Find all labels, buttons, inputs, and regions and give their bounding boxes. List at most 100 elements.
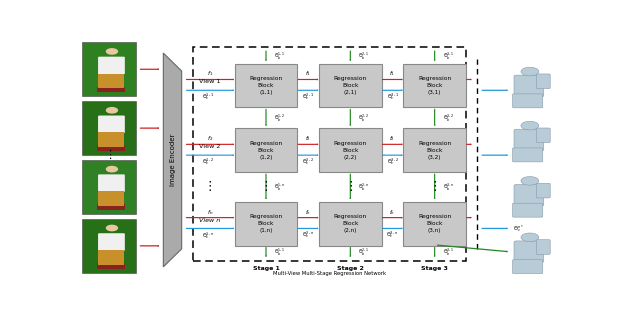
FancyBboxPatch shape	[536, 128, 550, 143]
Circle shape	[106, 225, 117, 231]
Text: Block: Block	[342, 83, 358, 88]
FancyBboxPatch shape	[83, 160, 136, 214]
FancyBboxPatch shape	[514, 129, 544, 151]
Text: $\Theta_b^{2,1}$: $\Theta_b^{2,1}$	[358, 246, 369, 258]
Text: $\Theta_c^{3,1}$: $\Theta_c^{3,1}$	[387, 91, 399, 102]
FancyBboxPatch shape	[235, 64, 297, 107]
Text: Block: Block	[342, 221, 358, 226]
Text: $\Theta_b^{2,2}$: $\Theta_b^{2,2}$	[358, 112, 369, 124]
FancyBboxPatch shape	[513, 203, 543, 217]
FancyBboxPatch shape	[235, 202, 297, 246]
FancyBboxPatch shape	[536, 240, 550, 254]
Text: $\Theta_b^{1,2}$: $\Theta_b^{1,2}$	[274, 112, 285, 124]
Text: $f_n$: $f_n$	[389, 208, 396, 217]
FancyBboxPatch shape	[403, 64, 466, 107]
FancyBboxPatch shape	[235, 128, 297, 172]
FancyBboxPatch shape	[513, 148, 543, 162]
Text: Regression: Regression	[333, 214, 367, 219]
FancyBboxPatch shape	[514, 241, 544, 262]
FancyBboxPatch shape	[83, 101, 136, 155]
Text: (2,2): (2,2)	[344, 155, 357, 160]
Text: $\Theta_h^n$: $\Theta_h^n$	[513, 247, 521, 257]
Text: $\Theta_c^{2,2}$: $\Theta_c^{2,2}$	[302, 156, 314, 167]
Circle shape	[521, 233, 539, 241]
Text: Stage 3: Stage 3	[421, 266, 448, 271]
Text: Block: Block	[342, 148, 358, 153]
Text: $\Theta_b^{3,1}$: $\Theta_b^{3,1}$	[443, 51, 454, 62]
Text: Stage 2: Stage 2	[337, 266, 364, 271]
Text: (3,1): (3,1)	[428, 90, 442, 95]
Text: (1,2): (1,2)	[259, 155, 273, 160]
Text: $f_1$: $f_1$	[207, 70, 213, 78]
Text: Regression: Regression	[333, 76, 367, 81]
Circle shape	[521, 67, 539, 76]
FancyBboxPatch shape	[97, 145, 125, 151]
Text: $f_2$: $f_2$	[207, 134, 213, 143]
Text: Regression: Regression	[250, 76, 283, 81]
Text: $\Theta_b^{3,2}$: $\Theta_b^{3,2}$	[443, 112, 454, 124]
Text: Regression: Regression	[418, 214, 451, 219]
FancyBboxPatch shape	[83, 219, 136, 273]
FancyBboxPatch shape	[98, 115, 125, 133]
Text: Stage 1: Stage 1	[253, 266, 280, 271]
Text: $\Theta_b^{1,n}$: $\Theta_b^{1,n}$	[274, 181, 285, 193]
FancyBboxPatch shape	[514, 184, 544, 206]
Text: Regression: Regression	[418, 141, 451, 146]
FancyBboxPatch shape	[536, 74, 550, 89]
Circle shape	[521, 177, 539, 185]
FancyBboxPatch shape	[514, 75, 544, 97]
Text: Block: Block	[426, 221, 443, 226]
FancyBboxPatch shape	[403, 202, 466, 246]
FancyBboxPatch shape	[513, 94, 543, 108]
Text: Regression: Regression	[333, 141, 367, 146]
FancyBboxPatch shape	[319, 128, 381, 172]
Text: Regression: Regression	[418, 76, 451, 81]
Text: $\Theta_b^{2,n}$: $\Theta_b^{2,n}$	[358, 181, 369, 193]
Text: Regression: Regression	[250, 141, 283, 146]
Text: View 1: View 1	[198, 79, 220, 84]
FancyBboxPatch shape	[319, 64, 381, 107]
Text: View 2: View 2	[199, 144, 220, 149]
FancyBboxPatch shape	[83, 42, 136, 96]
FancyBboxPatch shape	[98, 133, 124, 147]
Text: (2,n): (2,n)	[344, 228, 357, 233]
FancyBboxPatch shape	[97, 263, 125, 269]
Text: Block: Block	[426, 148, 443, 153]
Text: Block: Block	[258, 83, 275, 88]
Text: $\Theta_b^{3,1}$: $\Theta_b^{3,1}$	[443, 246, 454, 258]
FancyBboxPatch shape	[403, 128, 466, 172]
FancyBboxPatch shape	[97, 204, 125, 210]
Text: $\Theta_b^{1,1}$: $\Theta_b^{1,1}$	[274, 51, 285, 62]
FancyBboxPatch shape	[513, 260, 543, 274]
Text: Block: Block	[258, 221, 275, 226]
Text: (1,n): (1,n)	[259, 228, 273, 233]
Text: ⋮: ⋮	[260, 180, 272, 193]
Text: $\Theta_b^{2,1}$: $\Theta_b^{2,1}$	[358, 51, 369, 62]
Text: $f_n$: $f_n$	[207, 208, 213, 217]
Text: $\Theta_c^{1*}$: $\Theta_c^{1*}$	[513, 85, 524, 96]
Text: $\Theta_c^{2,n}$: $\Theta_c^{2,n}$	[302, 229, 314, 240]
Text: Image Encoder: Image Encoder	[170, 134, 175, 186]
Text: ⋮: ⋮	[204, 180, 216, 193]
FancyBboxPatch shape	[98, 191, 124, 206]
Text: (1,1): (1,1)	[259, 90, 273, 95]
FancyBboxPatch shape	[319, 202, 381, 246]
Circle shape	[106, 49, 117, 54]
Circle shape	[521, 121, 539, 130]
Text: $f_1$: $f_1$	[390, 70, 396, 78]
FancyBboxPatch shape	[98, 233, 125, 251]
FancyBboxPatch shape	[97, 86, 125, 92]
Text: ⋮: ⋮	[104, 150, 115, 160]
FancyBboxPatch shape	[98, 57, 125, 74]
Circle shape	[106, 108, 117, 113]
FancyBboxPatch shape	[98, 174, 125, 192]
Text: $\Theta_c^{1,1}$: $\Theta_c^{1,1}$	[202, 92, 214, 102]
Text: $\Theta_c^{3,n}$: $\Theta_c^{3,n}$	[387, 229, 399, 240]
Text: $\Theta_c^{1,n}$: $\Theta_c^{1,n}$	[202, 230, 214, 241]
Text: Block: Block	[258, 148, 275, 153]
Text: $f_2$: $f_2$	[390, 134, 396, 143]
Text: $\Theta_b^{1,1}$: $\Theta_b^{1,1}$	[274, 246, 285, 258]
Text: $\Theta_c^{2,1}$: $\Theta_c^{2,1}$	[302, 91, 314, 102]
Text: $\Theta_c^{n*}$: $\Theta_c^{n*}$	[513, 223, 524, 234]
Text: ⋮: ⋮	[344, 180, 356, 193]
